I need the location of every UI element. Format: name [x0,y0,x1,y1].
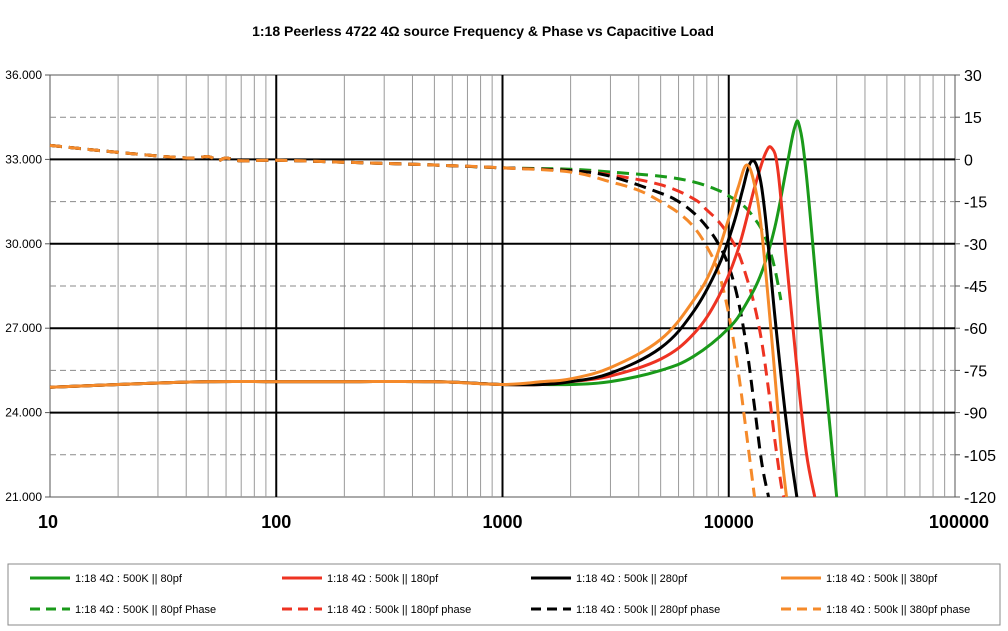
legend-label-1: 1:18 4Ω : 500K || 80pf [75,573,183,585]
x-tick-label: 100 [261,512,291,532]
y-tick-label-right: 15 [964,110,982,127]
y-tick-label-right: 0 [964,152,973,169]
y-tick-label-right: -90 [964,406,987,423]
y-tick-label-right: 30 [964,68,982,85]
y-tick-label-right: -15 [964,195,987,212]
chart-title: 1:18 Peerless 4722 4Ω source Frequency &… [252,23,714,39]
legend-label-6: 1:18 4Ω : 500k || 180pf phase [327,604,471,616]
x-tick-label: 100000 [929,512,989,532]
axis-labels: 36.000 33.000 30.000 27.000 24.000 21.000 30 15… [5,68,996,532]
y-tick-label-left: 36.000 [5,68,42,82]
legend-label-2: 1:18 4Ω : 500k || 180pf [327,573,439,585]
y-tick-label-right: -45 [964,279,987,296]
legend-label-7: 1:18 4Ω : 500k || 280pf phase [576,604,720,616]
y-tick-label-right: -60 [964,321,987,338]
y-tick-label-left: 21.000 [5,490,42,504]
y-tick-label-left: 33.000 [5,152,42,166]
legend-box [7,563,1001,626]
series-line-8 [49,143,757,498]
legend-label-5: 1:18 4Ω : 500K || 80pf Phase [75,604,216,616]
x-tick-label: 10 [38,512,58,532]
x-tick-label: 1000 [482,512,522,532]
legend-label-3: 1:18 4Ω : 500k || 280pf [576,573,688,585]
legend-label-4: 1:18 4Ω : 500k || 380pf [826,573,938,585]
y-tick-label-left: 24.000 [5,406,42,420]
y-tick-label-right: -120 [964,490,996,507]
y-tick-label-right: -75 [964,363,987,380]
y-tick-label-left: 27.000 [5,321,42,335]
y-tick-label-right: -105 [964,448,996,465]
legend-label-8: 1:18 4Ω : 500k || 380pf phase [826,604,970,616]
series-layer [49,119,839,498]
x-tick-label: 10000 [704,512,754,532]
legend: 1:18 4Ω : 500K || 80pf 1:18 4Ω : 500k || … [30,573,970,616]
major-vertical-gridlines [275,75,730,497]
series-line-4 [49,163,789,498]
y-tick-label-left: 30.000 [5,237,42,251]
y-tick-label-right: -30 [964,237,987,254]
series-line-6 [49,143,786,498]
